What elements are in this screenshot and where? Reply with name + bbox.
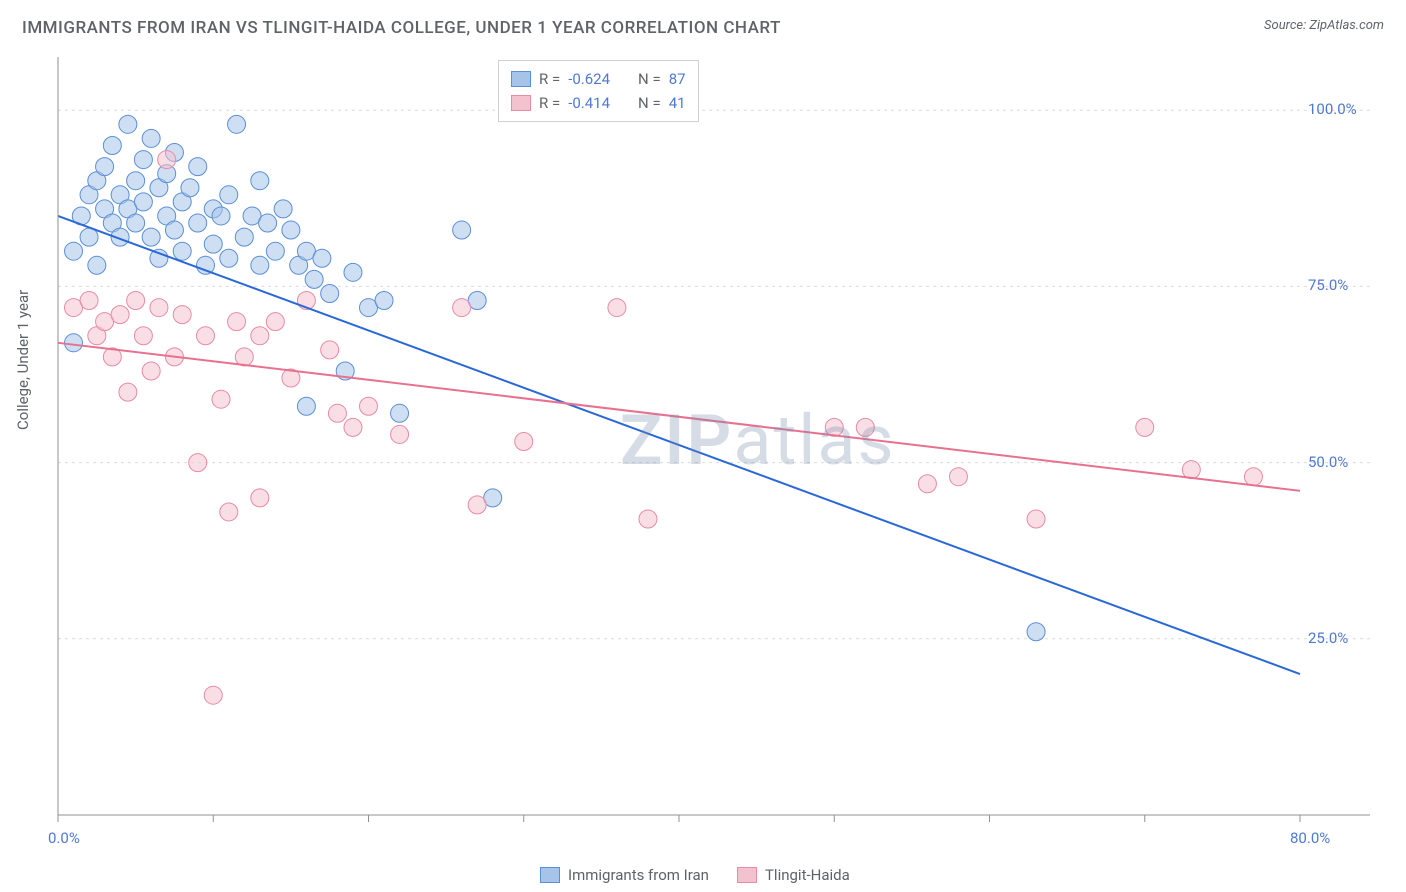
legend-n-label: N = [638, 70, 661, 88]
legend-swatch [737, 867, 757, 883]
legend-row: R = -0.414 N = 41 [511, 91, 686, 115]
x-tick-label: 80.0% [1290, 829, 1330, 847]
legend-n-label: N = [638, 94, 661, 112]
legend-swatch [511, 95, 531, 111]
legend-r-label: R = [539, 70, 560, 88]
legend-swatch [511, 71, 531, 87]
legend-n-value: 87 [669, 70, 686, 88]
scatter-plot [50, 55, 1370, 835]
legend-r-value: -0.624 [568, 70, 610, 88]
legend-n-value: 41 [669, 94, 686, 112]
legend-item: Tlingit-Haida [737, 866, 850, 884]
chart-container [50, 55, 1370, 835]
x-tick-label: 0.0% [48, 829, 80, 847]
legend-label: Tlingit-Haida [765, 866, 850, 884]
y-tick-label: 50.0% [1308, 453, 1348, 471]
y-tick-label: 25.0% [1308, 629, 1348, 647]
y-axis-label: College, Under 1 year [14, 290, 32, 430]
source-attribution: Source: ZipAtlas.com [1264, 18, 1384, 33]
legend-item: Immigrants from Iran [540, 866, 709, 884]
legend-swatch [540, 867, 560, 883]
legend-row: R = -0.624 N = 87 [511, 67, 686, 91]
legend-r-label: R = [539, 94, 560, 112]
chart-title: IMMIGRANTS FROM IRAN VS TLINGIT-HAIDA CO… [22, 18, 781, 38]
legend-r-value: -0.414 [568, 94, 610, 112]
y-tick-label: 100.0% [1308, 100, 1357, 118]
y-tick-label: 75.0% [1308, 276, 1348, 294]
legend-label: Immigrants from Iran [568, 866, 709, 884]
correlation-legend: R = -0.624 N = 87 R = -0.414 N = 41 [498, 60, 699, 122]
series-legend: Immigrants from Iran Tlingit-Haida [540, 866, 850, 884]
